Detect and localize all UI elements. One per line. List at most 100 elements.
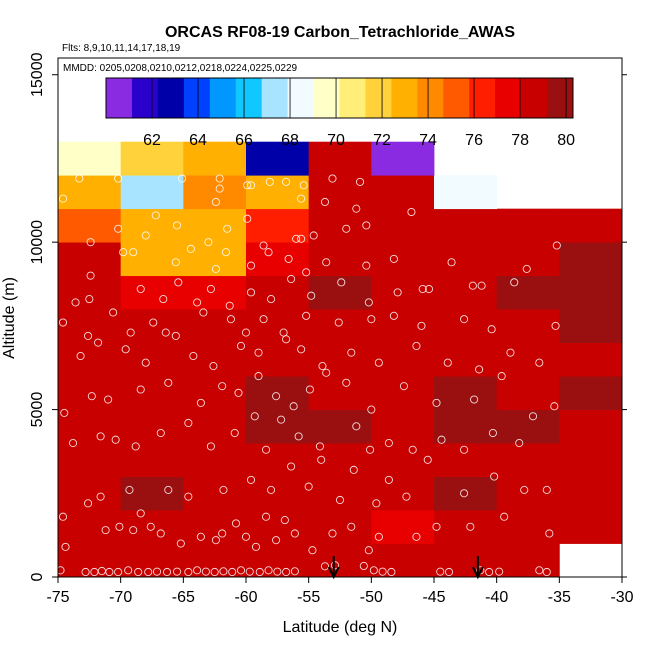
chart-title: ORCAS RF08-19 Carbon_Tetrachloride_AWAS [165, 24, 515, 41]
x-tick-label: -60 [234, 589, 257, 606]
sample-point [317, 455, 326, 464]
sample-point [76, 351, 85, 361]
sample-point [488, 428, 497, 438]
sample-point [352, 422, 361, 431]
heatmap-cell [308, 175, 372, 210]
heatmap-cell [371, 275, 435, 310]
sample-point [550, 402, 559, 411]
sample-point [96, 492, 105, 501]
sample-point [342, 224, 351, 233]
sample-point [56, 566, 65, 575]
sample-point [362, 221, 371, 230]
sample-point [302, 268, 311, 277]
sample-point [337, 278, 346, 287]
sample-point [199, 308, 208, 317]
heatmap-cell [246, 543, 310, 578]
sample-point [75, 174, 84, 183]
heatmap-cell [559, 376, 623, 410]
sample-point [290, 529, 299, 538]
sample-point [228, 567, 237, 577]
colorbar: 62 64 66 68 70 72 74 76 78 80 [105, 77, 575, 149]
heatmap-cell [120, 510, 184, 544]
sample-point [136, 284, 145, 294]
sample-point [535, 358, 544, 367]
heatmap-cell [496, 208, 560, 243]
x-tick-label: -50 [360, 589, 383, 606]
heatmap-cell [559, 409, 623, 444]
sample-point [389, 311, 398, 320]
sample-point [146, 522, 155, 531]
sample-point [226, 315, 236, 324]
heatmap-cell [58, 342, 122, 377]
heatmap-cell [434, 543, 498, 578]
sample-point [470, 395, 479, 404]
heatmap-cell [308, 376, 372, 410]
heatmap-cell [246, 476, 310, 511]
colorbar-tick-label: 68 [281, 132, 299, 149]
sample-point [302, 311, 311, 320]
x-tick-label: -65 [172, 589, 195, 606]
sample-point [545, 529, 554, 538]
heatmap-cell [183, 309, 247, 344]
sample-point [94, 338, 103, 347]
sample-point [372, 499, 381, 508]
colorbar-tick-label: 78 [511, 132, 529, 149]
sample-point [265, 177, 274, 186]
sample-point [171, 331, 180, 340]
heatmap-cell [559, 275, 623, 310]
sample-point [193, 566, 202, 575]
colorbar-segment [209, 78, 237, 118]
heatmap-cell [434, 275, 498, 310]
heatmap-cell [58, 141, 122, 176]
sample-point [347, 522, 356, 531]
sample-point [299, 181, 308, 190]
sample-point [109, 308, 118, 317]
sample-point [284, 254, 293, 263]
sample-point [87, 392, 96, 401]
sample-point [407, 207, 416, 217]
sample-point [495, 567, 504, 576]
heatmap-cell [120, 409, 184, 444]
sample-point [328, 529, 337, 538]
colorbar-segment [287, 78, 315, 118]
heatmap-cell [246, 175, 310, 210]
sample-point [342, 378, 351, 387]
sample-point [201, 567, 210, 576]
heatmap-cell [496, 342, 560, 377]
sample-point [259, 315, 268, 324]
sample-point [287, 274, 296, 284]
sample-point [156, 428, 165, 438]
sample-point [174, 278, 183, 287]
sample-point [444, 567, 454, 577]
sample-point [528, 412, 538, 421]
sample-point [307, 291, 316, 300]
heatmap-cell [183, 242, 247, 277]
sample-point [500, 512, 509, 521]
sample-point [432, 398, 441, 407]
sample-point [399, 382, 408, 391]
sample-point [204, 238, 213, 247]
heatmap-cell [120, 376, 184, 410]
sample-point [124, 566, 133, 575]
heatmap-cell [496, 275, 560, 310]
sample-point [364, 298, 373, 307]
heatmap-cell [183, 443, 247, 477]
heatmap-cell [58, 409, 122, 444]
sample-point [245, 567, 254, 576]
colorbar-segment [106, 78, 133, 118]
sample-point [497, 372, 506, 381]
sample-point [436, 567, 445, 576]
sample-point [320, 562, 330, 571]
sample-point [241, 328, 251, 337]
sample-point [424, 284, 434, 294]
sample-point [196, 398, 205, 407]
heatmap-cell [183, 275, 247, 310]
sample-point [364, 546, 373, 555]
sample-point [246, 288, 256, 297]
heatmap-cell [308, 342, 372, 377]
sample-point [230, 428, 239, 438]
sample-point [384, 439, 393, 448]
colorbar-segment [365, 78, 392, 118]
sample-point [225, 301, 234, 310]
heatmap-cell [58, 242, 122, 277]
